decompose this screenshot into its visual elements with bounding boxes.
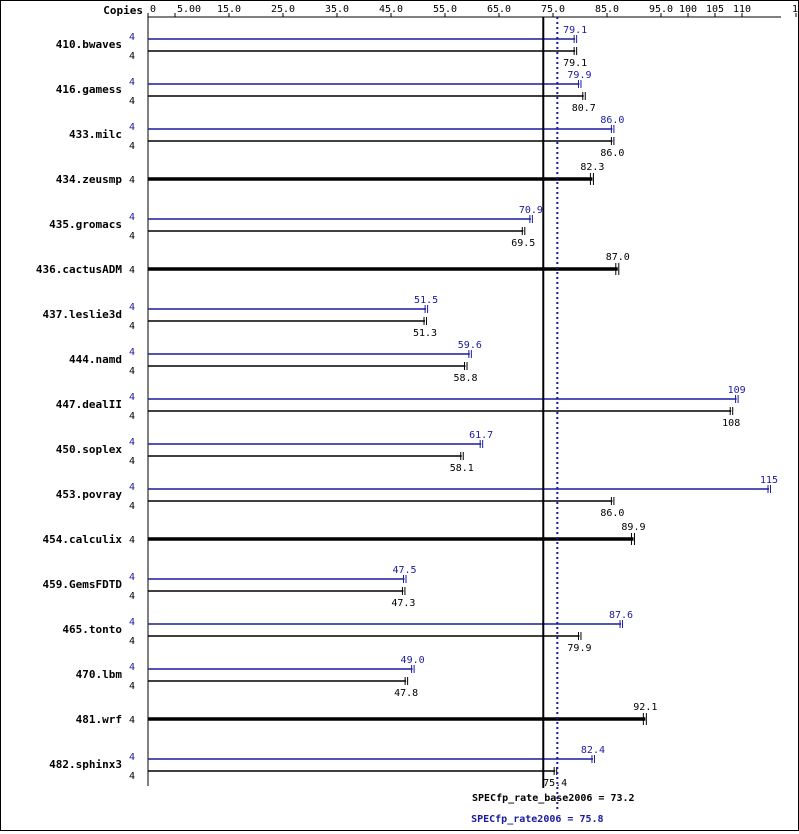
peak-value-label: 79.1 [563,25,587,36]
x-tick-label: 120 [792,4,798,15]
x-tick-label: 100 [679,4,697,15]
x-tick-label: 55.0 [433,4,457,15]
copies-label: 4 [129,175,135,186]
value-label: 92.1 [633,702,657,713]
copies-label-base: 4 [129,636,135,647]
x-tick-label: 105 [706,4,724,15]
copies-label-peak: 4 [129,212,135,223]
copies-label-peak: 4 [129,32,135,43]
peak-value-label: 51.5 [414,295,438,306]
copies-label: 4 [129,715,135,726]
copies-label-base: 4 [129,321,135,332]
x-tick-label: 25.0 [271,4,295,15]
copies-label-base: 4 [129,591,135,602]
copies-label-peak: 4 [129,482,135,493]
copies-label-peak: 4 [129,662,135,673]
peak-value-label: 109 [728,385,746,396]
x-tick-label: 35.0 [325,4,349,15]
benchmark-label: 437.leslie3d [43,308,122,321]
base-value-label: 51.3 [413,328,437,339]
copies-label: 4 [129,535,135,546]
peak-value-label: 59.6 [458,340,482,351]
copies-label-base: 4 [129,366,135,377]
benchmark-label: 444.namd [69,353,122,366]
benchmark-label: 416.gamess [56,83,122,96]
copies-label-peak: 4 [129,347,135,358]
benchmark-label: 450.soplex [56,443,123,456]
peak-value-label: 87.6 [609,610,633,621]
peak-value-label: 49.0 [401,655,425,666]
base-value-label: 86.0 [600,508,624,519]
peak-value-label: 47.5 [392,565,416,576]
benchmark-label: 410.bwaves [56,38,122,51]
base-value-label: 80.7 [572,103,596,114]
benchmark-label: 433.milc [69,128,122,141]
peak-value-label: 70.9 [519,205,543,216]
benchmark-label: 481.wrf [76,713,122,726]
base-value-label: 58.8 [453,373,477,384]
benchmark-label: 470.lbm [76,668,123,681]
x-tick-label: 15.0 [217,4,241,15]
peak-mean-label: SPECfp_rate2006 = 75.8 [471,814,603,825]
copies-label-peak: 4 [129,122,135,133]
copies-label-peak: 4 [129,437,135,448]
benchmark-label: 454.calculix [43,533,123,546]
peak-value-label: 82.4 [581,745,605,756]
benchmark-label: 436.cactusADM [36,263,122,276]
copies-label-peak: 4 [129,617,135,628]
benchmark-label: 453.povray [56,488,123,501]
peak-value-label: 115 [760,475,778,486]
peak-value-label: 86.0 [600,115,624,126]
copies-label-peak: 4 [129,752,135,763]
value-label: 89.9 [621,522,645,533]
copies-label-base: 4 [129,411,135,422]
copies-label-base: 4 [129,501,135,512]
x-tick-label: 95.0 [649,4,673,15]
copies-label-base: 4 [129,771,135,782]
benchmark-label: 459.GemsFDTD [43,578,123,591]
base-value-label: 47.8 [394,688,418,699]
value-label: 87.0 [606,252,630,263]
copies-header: Copies [103,4,143,17]
copies-label-base: 4 [129,456,135,467]
copies-label-base: 4 [129,231,135,242]
peak-value-label: 61.7 [469,430,493,441]
base-value-label: 86.0 [600,148,624,159]
copies-label-peak: 4 [129,392,135,403]
benchmark-label: 482.sphinx3 [49,758,122,771]
benchmark-label: 435.gromacs [49,218,122,231]
x-tick-label: 0 [150,4,156,15]
copies-label-base: 4 [129,96,135,107]
copies-label-peak: 4 [129,77,135,88]
x-tick-label: 65.0 [487,4,511,15]
x-tick-label: 5.00 [177,4,201,15]
base-value-label: 69.5 [511,238,535,249]
base-value-label: 58.1 [450,463,474,474]
benchmark-label: 465.tonto [62,623,122,636]
base-value-label: 79.9 [567,643,591,654]
copies-label-peak: 4 [129,572,135,583]
copies-label: 4 [129,265,135,276]
peak-value-label: 79.9 [567,70,591,81]
copies-label-peak: 4 [129,302,135,313]
base-value-label: 108 [722,418,740,429]
value-label: 82.3 [580,162,604,173]
x-tick-label: 45.0 [379,4,403,15]
copies-label-base: 4 [129,141,135,152]
base-value-label: 79.1 [563,58,587,69]
copies-label-base: 4 [129,681,135,692]
x-tick-label: 110 [733,4,751,15]
copies-label-base: 4 [129,51,135,62]
base-mean-label: SPECfp_rate_base2006 = 73.2 [472,793,635,804]
benchmark-label: 447.dealII [56,398,122,411]
benchmark-label: 434.zeusmp [56,173,123,186]
x-tick-label: 75.0 [541,4,565,15]
x-tick-label: 85.0 [595,4,619,15]
base-value-label: 47.3 [391,598,415,609]
base-value-label: 75.4 [543,778,567,789]
